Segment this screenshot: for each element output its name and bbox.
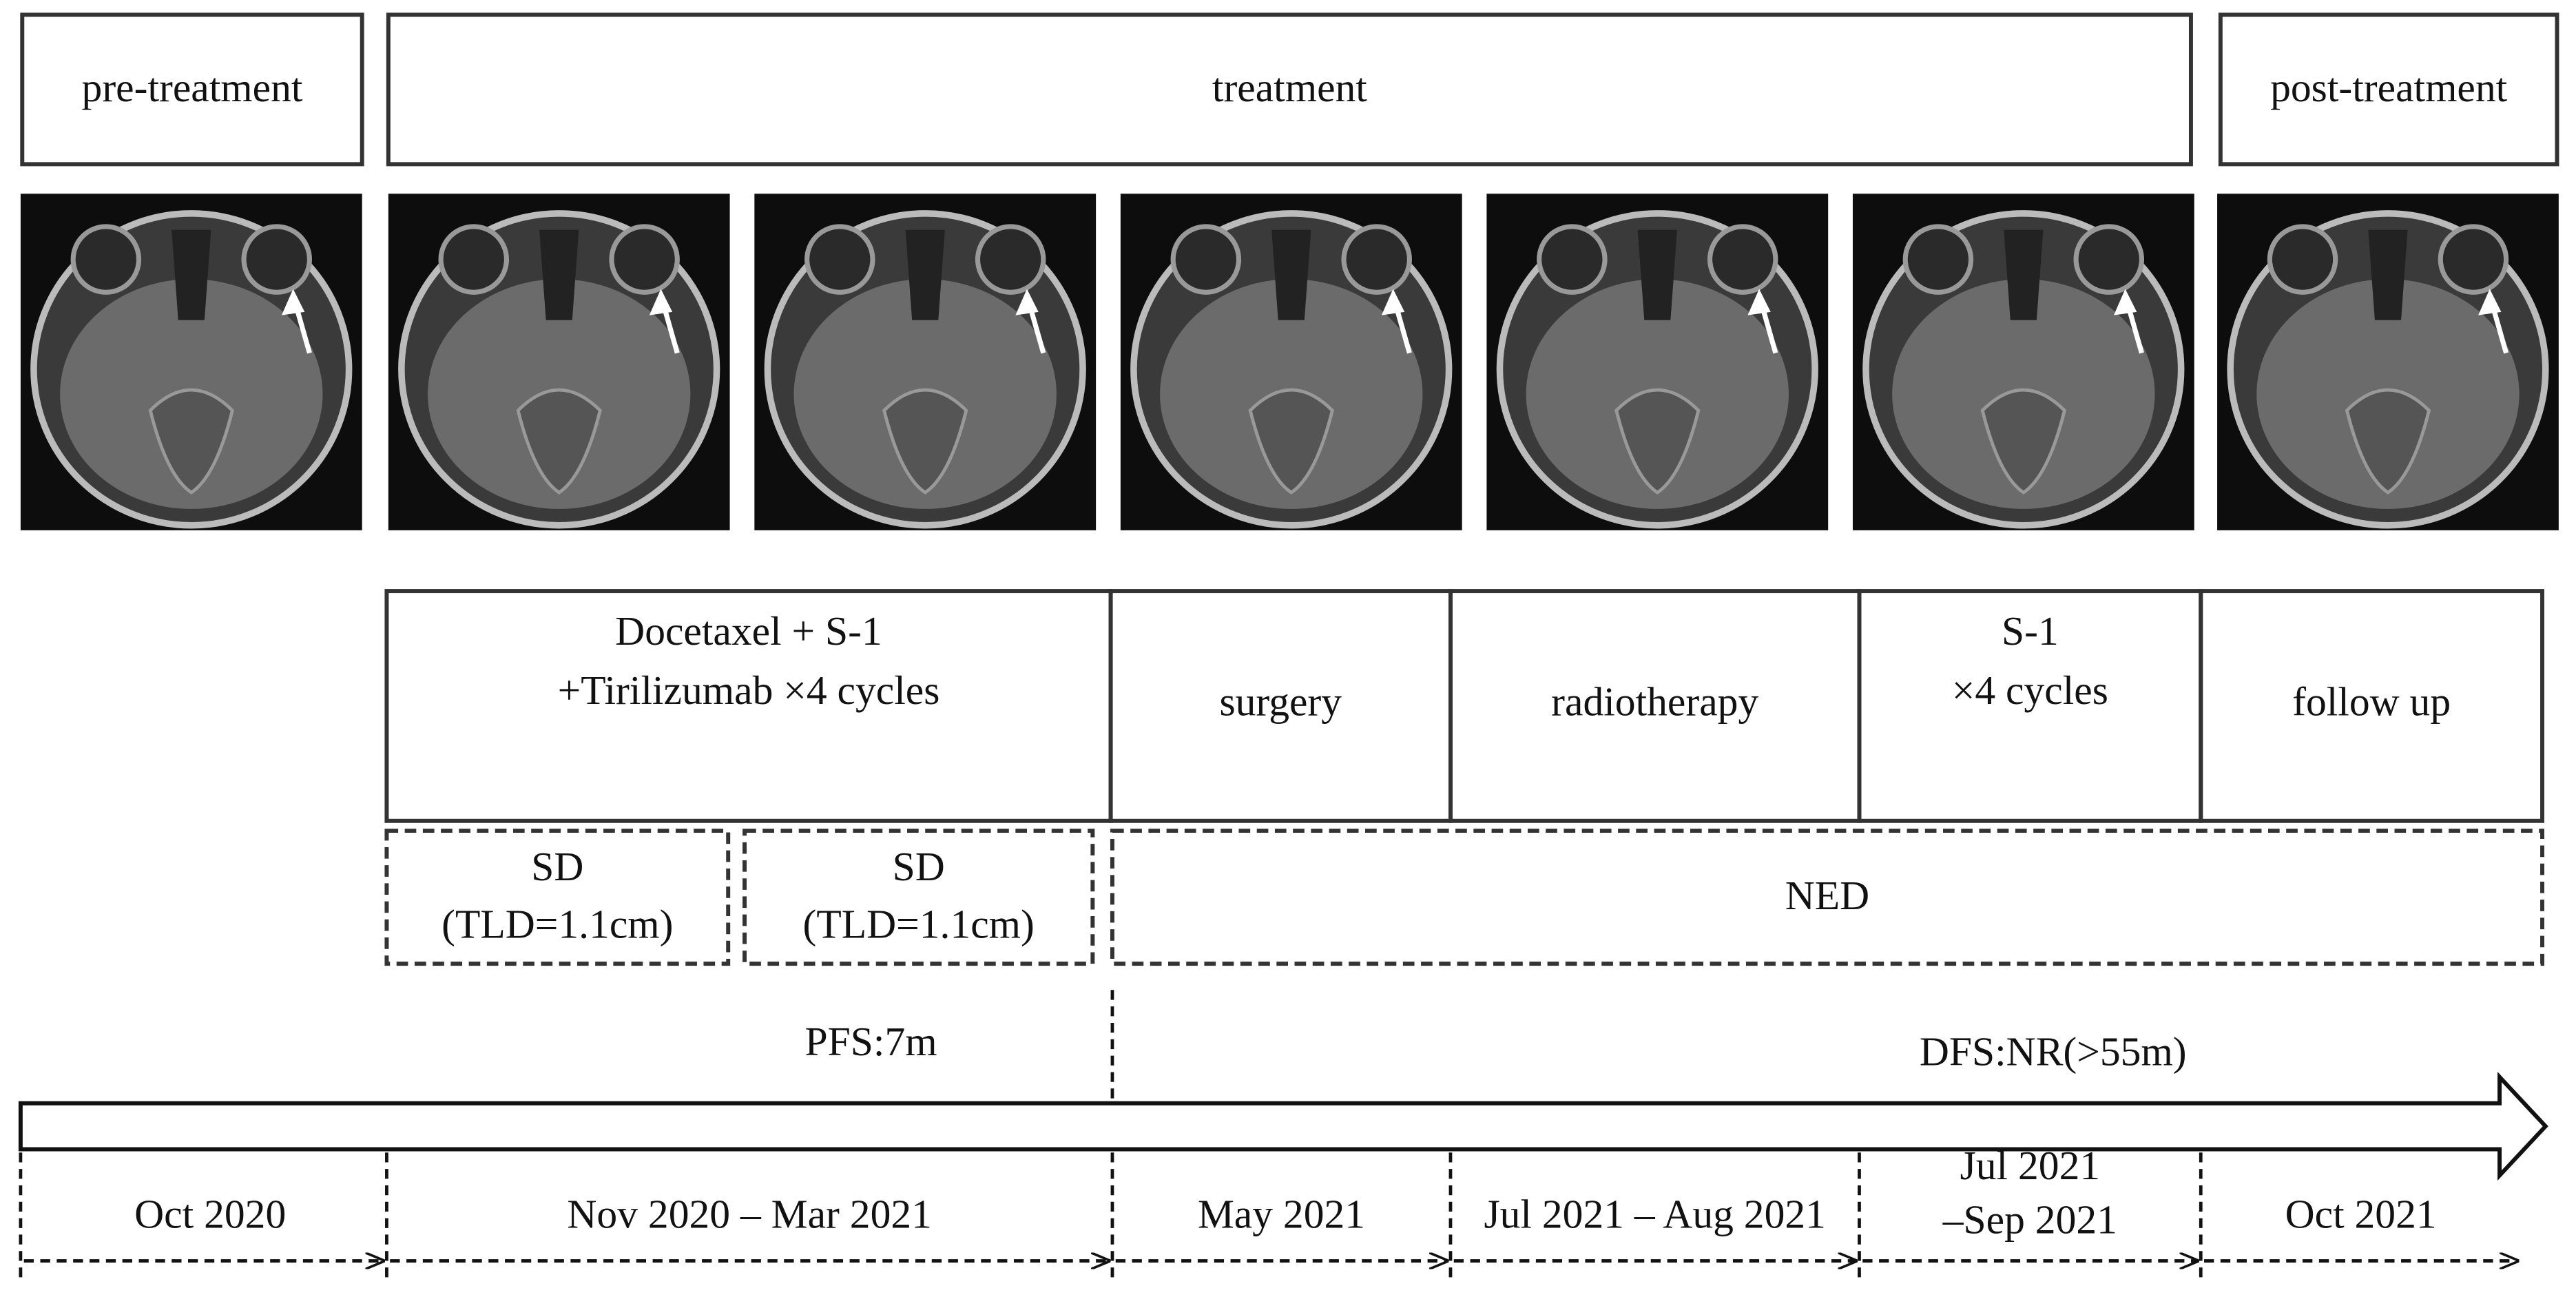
eye	[1707, 224, 1778, 295]
midbrain	[2345, 388, 2431, 495]
eye	[609, 224, 680, 295]
treatment-label: radiotherapy	[1551, 679, 1758, 725]
eye	[1537, 224, 1608, 295]
date-label: Nov 2020 – Mar 2021	[567, 1191, 932, 1236]
phase-label: treatment	[1212, 65, 1367, 110]
treatment-label: S-1	[2002, 608, 2059, 654]
midbrain	[882, 388, 968, 495]
nasal	[1271, 229, 1311, 320]
eye	[2267, 224, 2338, 295]
date-label: May 2021	[1198, 1191, 1365, 1236]
arrow-head	[2113, 289, 2137, 315]
midbrain	[1614, 388, 1701, 495]
nasal	[2004, 229, 2044, 320]
eye	[2438, 224, 2509, 295]
phase-box	[2218, 12, 2559, 167]
treatment-label: Docetaxel + S-1	[615, 608, 882, 654]
mri-image	[1120, 194, 1462, 530]
eye	[2073, 224, 2145, 295]
arrow-head	[1747, 289, 1771, 315]
nasal	[539, 229, 579, 320]
response-box	[742, 829, 1095, 966]
survival-label: DFS:NR(>55m)	[1920, 1028, 2187, 1074]
arrow-head	[649, 289, 673, 315]
response-label: NED	[1785, 873, 1869, 918]
survival-label: PFS:7m	[805, 1019, 937, 1064]
eye	[1341, 224, 1412, 295]
nasal	[172, 229, 211, 320]
treatment-label: +Tirilizumab ×4 cycles	[558, 667, 940, 713]
mri-image	[2217, 194, 2559, 530]
eye	[1170, 224, 1242, 295]
timeline-arrow	[18, 1072, 2548, 1181]
nasal	[905, 229, 945, 320]
midbrain	[516, 388, 602, 495]
nasal	[1637, 229, 1677, 320]
arrow-head	[1015, 289, 1039, 315]
date-label: –Sep 2021	[1942, 1197, 2117, 1243]
response-label: (TLD=1.1cm)	[442, 902, 673, 947]
treatment-label: follow up	[2292, 679, 2451, 725]
response-label: SD	[531, 844, 583, 889]
arrow-head	[281, 289, 305, 315]
nasal	[2368, 229, 2408, 320]
eye	[70, 224, 142, 295]
phase-label: pre-treatment	[82, 65, 303, 110]
mri-image	[20, 194, 362, 530]
eye	[975, 224, 1046, 295]
response-label: (TLD=1.1cm)	[803, 902, 1035, 947]
date-label: Oct 2021	[2285, 1191, 2437, 1236]
eye	[241, 224, 312, 295]
eye	[804, 224, 875, 295]
arrow-head	[2478, 289, 2502, 315]
date-label: Oct 2020	[134, 1191, 286, 1236]
response-box	[384, 829, 731, 966]
date-label: Jul 2021	[1960, 1143, 2101, 1188]
treatment-label: surgery	[1219, 679, 1342, 725]
mri-image	[1486, 194, 1829, 530]
date-label: Jul 2021 – Aug 2021	[1484, 1191, 1826, 1236]
midbrain	[1980, 388, 2067, 495]
midbrain	[1248, 388, 1334, 495]
treatment-box	[2199, 589, 2545, 823]
eye	[1902, 224, 1974, 295]
arrow-head	[1381, 289, 1405, 315]
phase-label: post-treatment	[2270, 65, 2508, 110]
phase-box	[386, 12, 2193, 167]
mri-image	[1852, 194, 2194, 530]
phase-box	[20, 12, 364, 167]
mri-image	[754, 194, 1097, 530]
response-label: SD	[893, 844, 945, 889]
midbrain	[148, 388, 235, 495]
mri-image	[388, 194, 730, 530]
treatment-label: ×4 cycles	[1952, 667, 2108, 713]
response-box	[1110, 829, 2545, 966]
eye	[438, 224, 510, 295]
